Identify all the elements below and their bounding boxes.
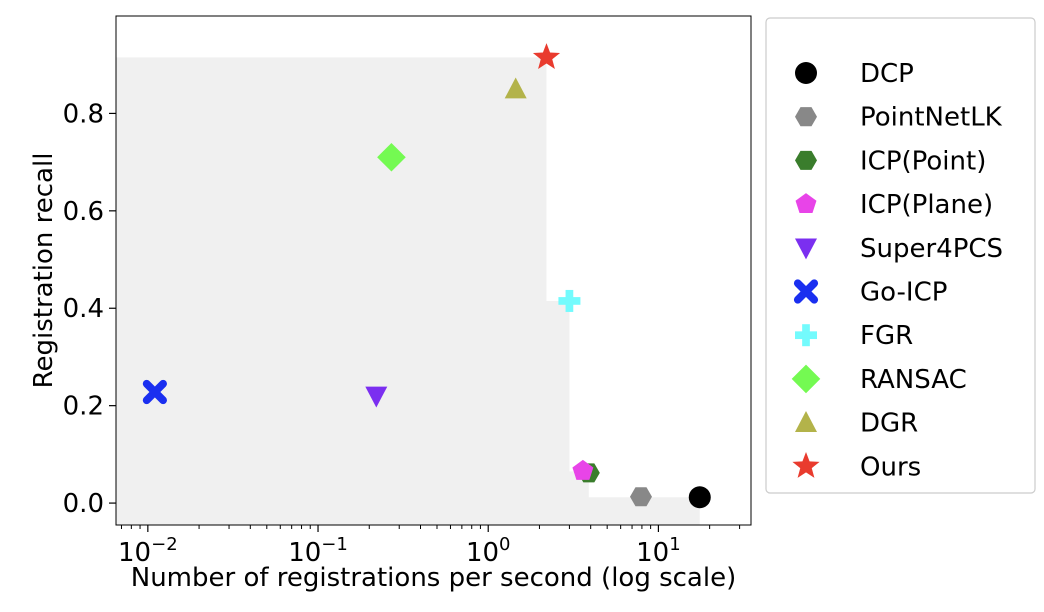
x-tick-label: 101: [636, 534, 681, 568]
y-tick-label: 0.2: [63, 392, 104, 422]
legend-item-pointnetlk: PointNetLK: [795, 103, 1003, 133]
legend-item-ours: Ours: [792, 452, 921, 482]
legend-marker-dcp: [795, 62, 817, 84]
legend-item-icp-point: ICP(Point): [795, 146, 986, 176]
y-tick-label: 0.4: [63, 294, 104, 324]
y-axis-label: Registration recall: [29, 153, 59, 389]
legend-marker-icp-plane: [795, 193, 817, 213]
legend-label: PointNetLK: [860, 103, 1003, 133]
legend-item-icp-plane: ICP(Plane): [795, 190, 993, 220]
legend-label: Super4PCS: [860, 234, 1003, 264]
x-axis-label: Number of registrations per second (log …: [131, 563, 736, 593]
y-axis: 0.0 0.2 0.4 0.6 0.8: [63, 99, 116, 519]
legend-marker-icp-point: [795, 150, 817, 170]
legend-item-super4pcs: Super4PCS: [795, 234, 1003, 264]
legend-label: Ours: [860, 452, 921, 482]
marker-go-icp: [142, 379, 167, 405]
data-markers: [142, 43, 711, 509]
legend-label: Go-ICP: [860, 278, 947, 308]
y-tick-label: 0.8: [63, 99, 104, 129]
y-tick-label: 0.6: [63, 197, 104, 227]
legend-label: ICP(Point): [860, 146, 986, 176]
legend: DCP PointNetLK ICP(Point) ICP(Plane) Super4P…: [765, 17, 1036, 494]
marker-dgr: [504, 77, 527, 99]
legend-item-dcp: DCP: [795, 59, 914, 89]
legend-label: ICP(Plane): [860, 190, 993, 220]
legend-marker-fgr: [795, 324, 817, 347]
legend-marker-dgr: [795, 411, 817, 432]
x-tick-label: 10−2: [118, 534, 178, 568]
legend-label: DCP: [860, 59, 914, 89]
legend-marker-pointnetlk: [795, 107, 817, 127]
legend-frame: [765, 17, 1036, 494]
legend-item-fgr: FGR: [795, 321, 913, 351]
legend-label: RANSAC: [860, 365, 967, 395]
plot-area: [115, 15, 752, 526]
marker-ours: [532, 43, 561, 69]
y-tick-label: 0.0: [63, 489, 104, 519]
marker-dcp: [688, 486, 711, 509]
legend-label: FGR: [860, 321, 913, 351]
legend-label: DGR: [860, 409, 918, 439]
marker-super4pcs: [365, 386, 388, 408]
marker-icp-plane: [572, 459, 594, 480]
frontier-area: [116, 57, 700, 525]
legend-item-dgr: DGR: [795, 409, 918, 439]
legend-marker-super4pcs: [795, 238, 817, 260]
marker-pointnetlk: [629, 487, 652, 507]
x-axis: 10−2 10−1 100 101: [118, 525, 741, 568]
x-tick-label: 10−1: [288, 534, 348, 568]
legend-marker-go-icp: [793, 279, 819, 304]
legend-marker-ours: [792, 452, 820, 478]
x-tick-label: 100: [466, 534, 511, 568]
marker-fgr: [558, 289, 581, 312]
legend-item-go-icp: Go-ICP: [793, 278, 947, 308]
plot-frame: [115, 15, 752, 526]
